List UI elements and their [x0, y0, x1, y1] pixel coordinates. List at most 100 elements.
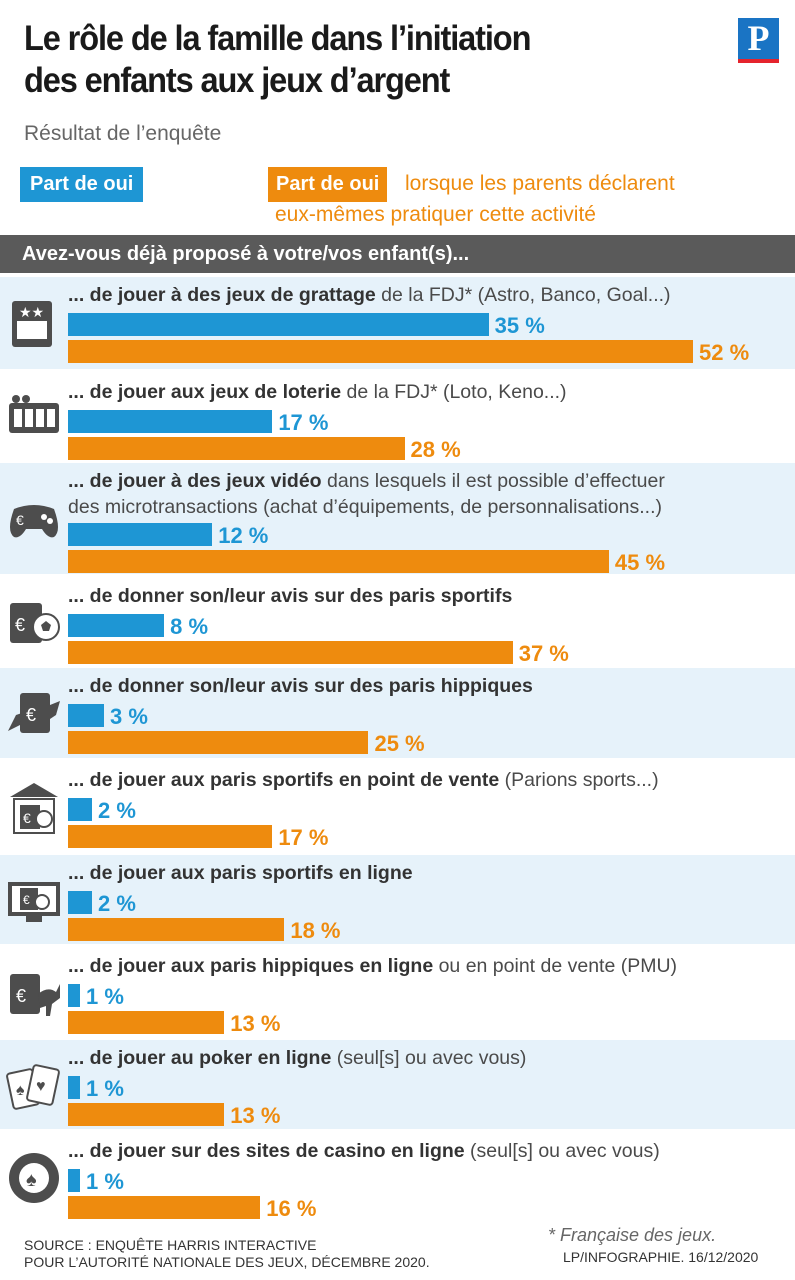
chart-row: € ... de jouer aux paris hippiques en lig… [0, 948, 795, 1036]
legend-general: Part de oui [20, 167, 144, 202]
legend-parents: Part de oui [268, 167, 388, 202]
category-label: ... de jouer aux paris hippiques en lign… [68, 954, 677, 978]
chart-row: ♠ ... de jouer sur des sites de casino en… [0, 1133, 795, 1223]
category-label-detail: ou en point de vente (PMU) [433, 955, 678, 977]
chart-row: € ... de jouer aux paris sportifs en poin… [0, 762, 795, 851]
gamepad-icon: € [10, 505, 58, 538]
value-label-general: 35 % [494, 313, 545, 338]
value-label-general: 1 % [86, 1169, 124, 1194]
category-label-detail: (seul[s] ou avec vous) [464, 1140, 660, 1162]
sports-bet-icon: € [10, 603, 60, 643]
bar-general [68, 1169, 81, 1192]
category-label-detail: dans lesquels il est possible d’effectue… [321, 470, 665, 492]
category-label-detail: de la FDJ* (Astro, Banco, Goal...) [375, 284, 671, 306]
bar-parents-practicing [68, 437, 405, 460]
poker-cards-icon: ♠ ♥ [6, 1064, 60, 1110]
svg-text:♥: ♥ [36, 1078, 46, 1095]
category-label-detail: de la FDJ* (Loto, Keno...) [341, 381, 567, 403]
bar-general [68, 704, 105, 727]
category-label-bold: ... de jouer à des jeux vidéo [68, 470, 322, 492]
category-label-line-2: des microtransactions (achat d’équipemen… [68, 496, 662, 518]
bar-general [68, 313, 489, 336]
category-label: ... de donner son/leur avis sur des pari… [68, 674, 533, 698]
value-label-general: 8 % [170, 614, 209, 639]
category-label: ... de donner son/leur avis sur des pari… [68, 584, 512, 608]
legend-parents-desc-2: eux-mêmes pratiquer cette activité [275, 203, 596, 226]
bar-parents-practicing [68, 1011, 225, 1034]
value-label-general: 3 % [110, 704, 148, 729]
bar-general [68, 523, 213, 546]
chart-row: ♠ ♥... de jouer au poker en ligne (seul[s… [0, 1040, 795, 1129]
online-horse-icon: € [10, 974, 60, 1016]
question-header: Avez-vous déjà proposé à votre/vos enfan… [0, 235, 795, 273]
value-label-parents-practicing: 52 % [699, 340, 750, 365]
chart-row: ★★ ... de jouer à des jeux de grattage de… [0, 277, 795, 369]
chart-row: ... de jouer aux jeux de loterie de la F… [0, 374, 795, 461]
value-label-general: 17 % [278, 410, 329, 435]
category-label: ... de jouer sur des sites de casino en … [68, 1139, 660, 1163]
horse-bet-icon: € [8, 693, 60, 733]
value-label-parents-practicing: 17 % [278, 825, 329, 850]
svg-text:♠: ♠ [16, 1082, 25, 1099]
title-line-2: des enfants aux jeux d’argent [24, 61, 450, 100]
svg-text:€: € [16, 512, 24, 528]
legend-parents-desc-1: lorsque les parents déclarent [405, 172, 675, 195]
category-label-bold: ... de jouer aux jeux de loterie [68, 381, 342, 403]
lottery-icon [9, 395, 59, 433]
bar-general [68, 891, 93, 914]
scratch-card-icon: ★★ [12, 301, 52, 347]
value-label-general: 12 % [218, 523, 269, 548]
value-label-general: 2 % [98, 798, 136, 823]
value-label-parents-practicing: 25 % [374, 731, 425, 756]
category-label: ... de jouer à des jeux de grattage de l… [68, 283, 671, 307]
value-label-general: 2 % [98, 891, 136, 916]
svg-text:♠: ♠ [26, 1169, 37, 1191]
svg-text:€: € [23, 893, 30, 907]
category-label: ... de jouer aux paris sportifs en ligne [68, 861, 413, 885]
svg-text:€: € [15, 615, 25, 635]
bar-parents-practicing [68, 1103, 225, 1126]
bar-general [68, 984, 81, 1007]
bar-parents-practicing [68, 641, 513, 664]
value-label-parents-practicing: 13 % [230, 1103, 281, 1128]
bar-general [68, 614, 165, 637]
source-line-2: POUR L’AUTORITÉ NATIONALE DES JEUX, DÉCE… [24, 1254, 430, 1270]
publisher-logo: P [738, 18, 779, 63]
category-label-bold: ... de jouer aux paris sportifs en point… [68, 769, 500, 791]
value-label-parents-practicing: 13 % [230, 1011, 281, 1036]
bar-parents-practicing [68, 550, 609, 573]
category-label-bold: ... de jouer au poker en ligne [68, 1047, 332, 1069]
svg-text:★★: ★★ [19, 304, 44, 320]
chart-row: € ... de jouer aux paris sportifs en lign… [0, 855, 795, 944]
bar-parents-practicing [68, 340, 693, 363]
source: SOURCE : ENQUÊTE HARRIS INTERACTIVE POUR… [24, 1237, 430, 1271]
bar-parents-practicing [68, 1196, 261, 1219]
category-label-bold: ... de donner son/leur avis sur des pari… [68, 675, 533, 697]
page-title: Le rôle de la famille dans l’initiation … [24, 18, 619, 102]
bar-parents-practicing [68, 825, 273, 848]
svg-text:€: € [16, 986, 26, 1006]
category-label-bold: ... de jouer à des jeux de grattage [68, 284, 376, 306]
bar-general [68, 410, 273, 433]
category-label-bold: ... de jouer aux paris hippiques en lign… [68, 955, 434, 977]
value-label-general: 1 % [86, 984, 124, 1009]
casino-chip-icon: ♠ [9, 1153, 59, 1203]
chart-row: € ... de donner son/leur avis sur des par… [0, 668, 795, 758]
svg-text:€: € [26, 705, 36, 725]
bar-general [68, 798, 93, 821]
value-label-parents-practicing: 45 % [614, 550, 666, 575]
credit: LP/INFOGRAPHIE. 16/12/2020 [563, 1249, 759, 1265]
store-bet-icon: € [10, 783, 58, 834]
chart-row: € ... de donner son/leur avis sur des par… [0, 578, 795, 666]
category-label-detail: (seul[s] ou avec vous) [331, 1047, 527, 1069]
category-label-bold: ... de donner son/leur avis sur des pari… [68, 585, 513, 607]
category-label-bold: ... de jouer sur des sites de casino en … [68, 1140, 465, 1162]
chart-row: € ... de jouer à des jeux vidéo dans lesq… [0, 463, 795, 574]
title-line-1: Le rôle de la famille dans l’initiation [24, 19, 531, 58]
footnote: * Française des jeux. [548, 1225, 717, 1245]
category-label: ... de jouer aux jeux de loterie de la F… [68, 380, 567, 404]
value-label-parents-practicing: 37 % [518, 641, 569, 666]
svg-text:€: € [23, 810, 31, 826]
bar-parents-practicing [68, 918, 285, 941]
